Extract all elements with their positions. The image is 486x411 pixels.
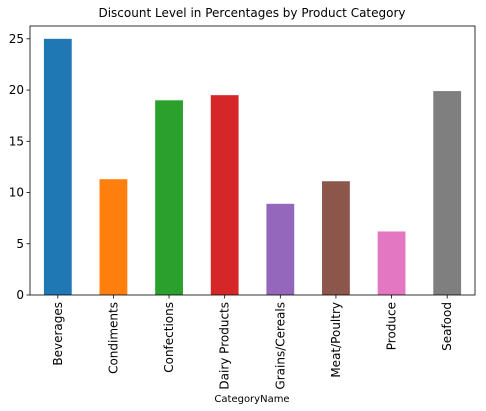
x-tick-label: Seafood: [440, 302, 454, 351]
x-tick-label: Condiments: [106, 302, 120, 374]
y-tick-label: 25: [9, 32, 24, 46]
y-tick-label: 15: [9, 134, 24, 148]
bar-beverages: [44, 39, 72, 295]
bar-seafood: [433, 91, 461, 295]
y-tick-label: 0: [16, 288, 24, 302]
x-tick-label: Confections: [162, 302, 176, 373]
x-tick-label: Grains/Cereals: [273, 302, 287, 390]
chart-title: Discount Level in Percentages by Product…: [98, 6, 405, 20]
x-tick-label: Dairy Products: [218, 302, 232, 390]
plot-area: 0 5 10 15 20 25 Beverages Condiments Confections…: [9, 26, 475, 390]
x-tick-label: Meat/Poultry: [329, 302, 343, 378]
x-tick-label: Beverages: [51, 302, 65, 366]
bar-meat-poultry: [322, 181, 350, 295]
bar-confections: [155, 100, 183, 295]
bar-grains-cereals: [266, 204, 294, 295]
bar-produce: [378, 231, 406, 295]
y-tick-label: 5: [16, 237, 24, 251]
bar-condiments: [100, 179, 128, 295]
x-axis-label: CategoryName: [214, 394, 289, 405]
axes-frame: [30, 26, 475, 295]
x-tick-label: Produce: [385, 302, 399, 350]
y-tick-label: 20: [9, 83, 24, 97]
y-tick-label: 10: [9, 186, 24, 200]
bar-dairy-products: [211, 95, 239, 295]
